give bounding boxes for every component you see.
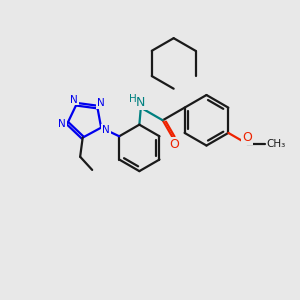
Text: N: N: [102, 125, 110, 135]
Text: H: H: [129, 94, 136, 104]
Text: O: O: [242, 131, 252, 144]
Text: N: N: [136, 96, 146, 109]
Text: N: N: [97, 98, 105, 108]
Text: O: O: [169, 138, 179, 151]
Text: CH₃: CH₃: [266, 139, 285, 148]
Text: N: N: [70, 94, 78, 104]
Text: N: N: [58, 119, 66, 129]
